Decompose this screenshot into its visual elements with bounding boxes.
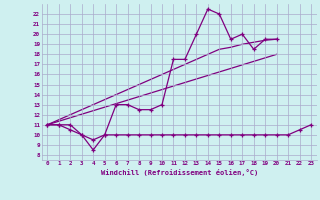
X-axis label: Windchill (Refroidissement éolien,°C): Windchill (Refroidissement éolien,°C) — [100, 169, 258, 176]
